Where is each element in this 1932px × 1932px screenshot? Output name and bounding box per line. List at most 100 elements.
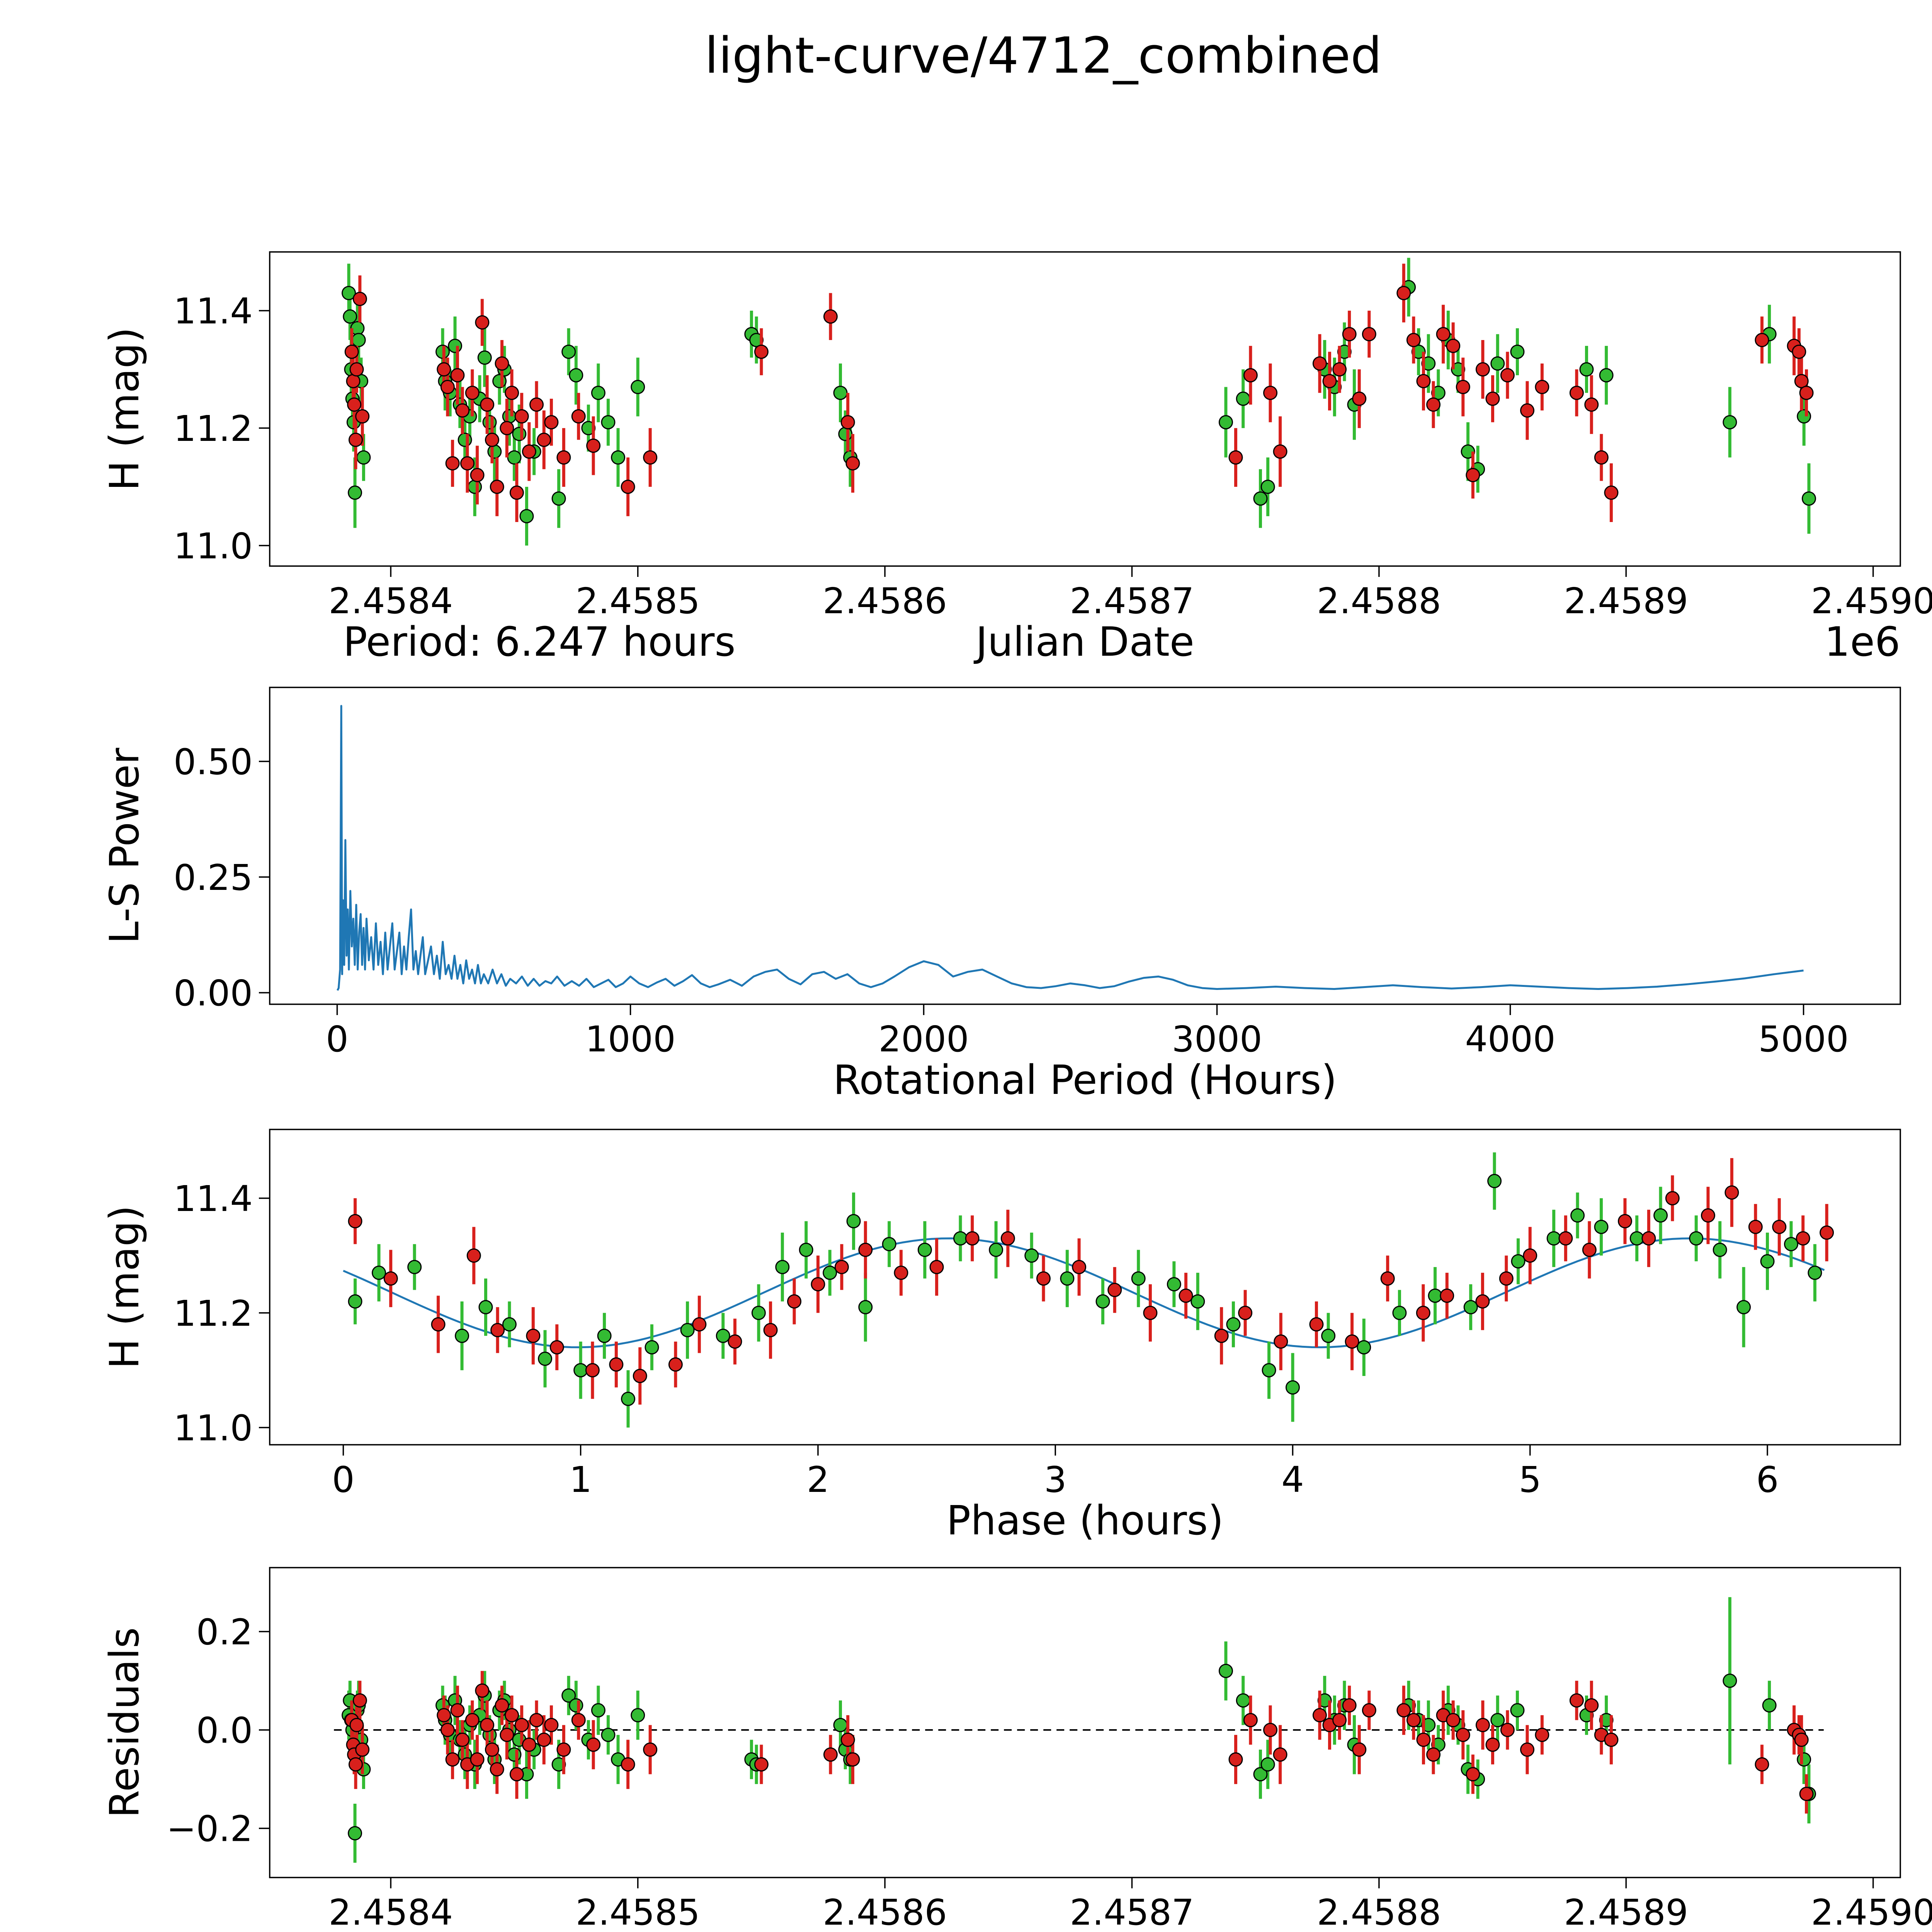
data-point xyxy=(1273,444,1287,459)
data-point xyxy=(754,344,769,359)
x-axis-label: Rotational Period (Hours) xyxy=(833,1056,1337,1104)
data-point xyxy=(845,1752,860,1767)
x-tick-label: 2.4585 xyxy=(576,580,700,622)
data-point xyxy=(621,1391,636,1406)
data-point xyxy=(1725,1185,1739,1200)
data-point xyxy=(591,1703,605,1718)
data-point xyxy=(1406,333,1421,347)
data-point xyxy=(1342,327,1357,342)
data-point xyxy=(507,450,522,465)
data-point xyxy=(846,1214,861,1228)
data-point xyxy=(349,1757,363,1772)
data-point xyxy=(1317,1693,1332,1708)
data-point xyxy=(1569,1693,1584,1708)
data-point xyxy=(349,1718,364,1732)
data-point xyxy=(1214,1328,1229,1343)
data-point xyxy=(1362,1703,1376,1718)
data-point xyxy=(1095,1294,1110,1309)
data-point xyxy=(1799,1787,1814,1801)
data-point xyxy=(1499,1271,1514,1286)
axis-offset-label: 1e6 xyxy=(1825,1930,1900,1932)
data-point xyxy=(347,397,362,412)
data-point xyxy=(833,1718,848,1732)
data-point xyxy=(1440,1288,1454,1303)
data-point xyxy=(344,344,359,359)
y-tick-label: 11.0 xyxy=(173,1407,253,1449)
axes-frame xyxy=(269,1129,1901,1446)
data-point xyxy=(609,1357,624,1372)
axis-offset-label: 1e6 xyxy=(1825,618,1900,665)
data-point xyxy=(495,356,509,371)
data-point xyxy=(485,432,499,447)
data-point xyxy=(475,315,490,330)
data-point xyxy=(1797,1752,1811,1767)
data-point xyxy=(1253,491,1268,506)
data-point xyxy=(1456,380,1470,395)
data-point xyxy=(668,1357,683,1372)
y-axis-label: H (mag) xyxy=(101,1205,148,1369)
x-tick-label: 2.4586 xyxy=(823,1892,947,1932)
data-point xyxy=(680,1323,695,1337)
data-point xyxy=(537,432,551,447)
axes-frame xyxy=(269,1567,1901,1878)
data-point xyxy=(811,1277,825,1292)
y-tick-label: 0.25 xyxy=(173,857,253,898)
data-point xyxy=(351,333,366,347)
data-point xyxy=(1421,356,1436,371)
data-point xyxy=(1808,1265,1822,1280)
data-point xyxy=(1796,1231,1810,1246)
data-point xyxy=(1569,386,1584,400)
data-point xyxy=(845,456,860,471)
data-point xyxy=(1238,1306,1253,1320)
data-point xyxy=(1689,1231,1704,1246)
data-point xyxy=(478,1300,493,1315)
data-point xyxy=(775,1260,790,1274)
data-point xyxy=(465,1713,480,1728)
data-point xyxy=(480,397,495,412)
x-tick-label: 3000 xyxy=(1172,1019,1262,1060)
data-point xyxy=(544,1718,559,1732)
data-point xyxy=(597,1328,612,1343)
data-point xyxy=(1604,1733,1619,1747)
data-point xyxy=(1485,1737,1500,1752)
data-point xyxy=(1794,374,1809,388)
figure-title: light-curve/4712_combined xyxy=(704,27,1382,85)
data-point xyxy=(1107,1282,1122,1297)
data-point xyxy=(1475,1294,1490,1309)
data-point xyxy=(561,1688,576,1703)
x-axis-label: Julian Date xyxy=(973,1930,1194,1932)
data-point xyxy=(1584,397,1599,412)
data-point xyxy=(799,1243,813,1257)
data-point xyxy=(581,421,596,435)
data-point xyxy=(1475,362,1490,377)
data-point xyxy=(355,1742,370,1757)
data-point xyxy=(372,1265,386,1280)
x-tick-label: 2.4584 xyxy=(328,1892,453,1932)
data-point xyxy=(840,1733,855,1747)
x-axis-label: Julian Date xyxy=(973,618,1194,665)
data-point xyxy=(1392,1306,1407,1320)
x-tick-label: 2.4587 xyxy=(1070,580,1194,622)
data-point xyxy=(989,1243,1003,1257)
data-point xyxy=(505,386,519,400)
data-point xyxy=(621,480,635,494)
y-tick-label: 0.0 xyxy=(196,1710,253,1751)
axes-frame xyxy=(269,687,1901,1005)
data-point xyxy=(953,1231,968,1246)
data-point xyxy=(445,456,460,471)
data-point xyxy=(1594,1219,1609,1234)
data-point xyxy=(487,444,502,459)
data-point xyxy=(448,338,463,353)
data-point xyxy=(1228,450,1243,465)
data-point xyxy=(571,1713,586,1728)
data-point xyxy=(519,509,534,524)
data-point xyxy=(1523,1248,1537,1263)
data-point xyxy=(556,450,571,465)
data-point xyxy=(1179,1288,1193,1303)
data-point xyxy=(1510,1703,1525,1718)
data-point xyxy=(383,1271,398,1286)
y-tick-label: 0.50 xyxy=(173,742,253,783)
data-point xyxy=(823,1747,838,1762)
x-tick-label: 1000 xyxy=(585,1019,675,1060)
data-point xyxy=(514,1718,529,1732)
